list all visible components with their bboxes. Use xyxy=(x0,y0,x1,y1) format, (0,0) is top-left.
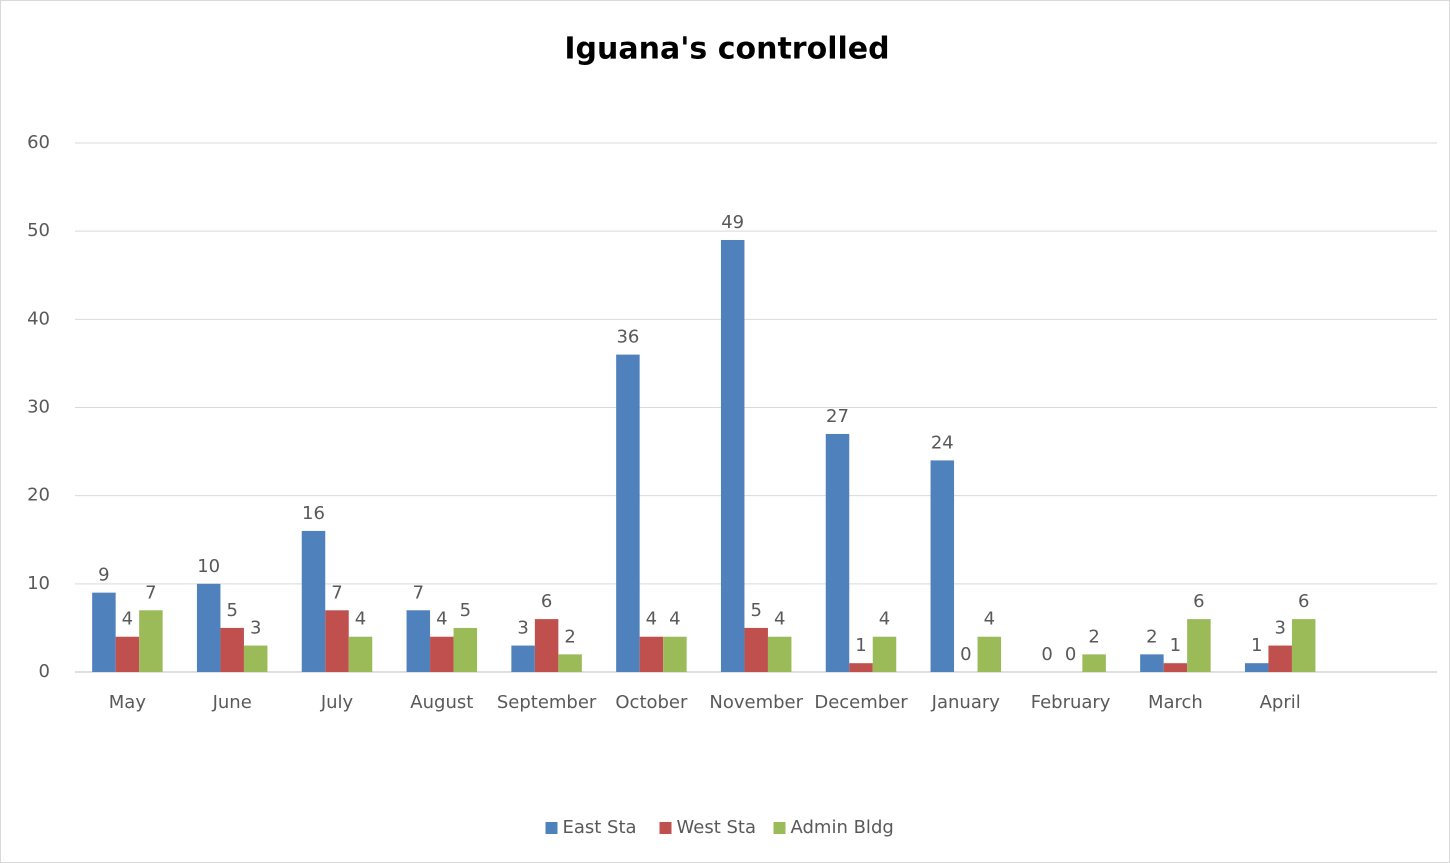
data-label: 4 xyxy=(774,609,785,630)
x-tick-label: November xyxy=(709,692,803,713)
bar xyxy=(243,645,268,672)
data-label: 3 xyxy=(250,618,261,639)
bar xyxy=(558,654,582,672)
bar xyxy=(92,592,116,672)
bar xyxy=(825,433,850,672)
y-tick-label: 20 xyxy=(27,485,50,506)
y-tick-label: 30 xyxy=(27,397,50,418)
y-tick-label: 60 xyxy=(27,132,50,153)
x-tick-label: September xyxy=(497,692,597,713)
data-label: 36 xyxy=(616,327,639,348)
x-tick-label: December xyxy=(814,692,908,713)
data-label: 4 xyxy=(122,609,133,630)
data-label: 7 xyxy=(331,582,342,603)
bar xyxy=(139,610,163,672)
bar xyxy=(511,645,535,672)
y-tick-label: 50 xyxy=(27,220,50,241)
legend-swatch xyxy=(545,822,558,834)
data-label: 3 xyxy=(517,618,528,639)
legend-label: Admin Bldg xyxy=(791,817,894,838)
bar xyxy=(1187,619,1211,672)
x-tick-label: July xyxy=(320,692,354,713)
data-label: 4 xyxy=(879,609,890,630)
bar xyxy=(1244,663,1269,672)
bar xyxy=(744,627,768,672)
data-label: 49 xyxy=(721,212,744,233)
x-tick-label: October xyxy=(615,692,688,713)
data-label: 4 xyxy=(669,609,680,630)
bar xyxy=(196,583,221,672)
data-label: 2 xyxy=(1088,626,1099,647)
x-tick-label: May xyxy=(109,692,147,713)
bar xyxy=(1082,654,1106,672)
y-tick-label: 40 xyxy=(27,308,50,329)
data-label: 4 xyxy=(355,609,366,630)
x-tick-label: June xyxy=(212,692,252,713)
legend-label: East Sta xyxy=(563,817,637,838)
data-label: 5 xyxy=(750,600,761,621)
bar xyxy=(430,636,454,672)
x-tick-label: February xyxy=(1031,692,1111,713)
data-label: 10 xyxy=(197,556,220,577)
bar xyxy=(115,636,140,672)
x-tick-label: January xyxy=(931,692,1001,713)
bar xyxy=(872,636,897,672)
data-label: 16 xyxy=(302,503,325,524)
x-tick-label: March xyxy=(1148,692,1203,713)
data-label: 5 xyxy=(460,600,471,621)
bar xyxy=(930,460,955,672)
data-label: 1 xyxy=(855,635,866,656)
bar xyxy=(1140,654,1164,672)
bar xyxy=(663,636,687,672)
data-label: 27 xyxy=(826,406,849,427)
bar xyxy=(849,663,873,672)
data-label: 2 xyxy=(1146,626,1157,647)
data-label: 4 xyxy=(646,609,657,630)
data-label: 9 xyxy=(98,565,109,586)
bar xyxy=(639,636,664,672)
data-label: 0 xyxy=(1065,644,1076,665)
x-tick-label: August xyxy=(410,692,473,713)
x-tick-label: April xyxy=(1260,692,1301,713)
data-label: 3 xyxy=(1274,618,1285,639)
bar xyxy=(348,636,373,672)
legend-swatch xyxy=(773,822,786,834)
legend-label: West Sta xyxy=(677,817,757,838)
data-label: 6 xyxy=(1193,591,1204,612)
data-label: 2 xyxy=(564,626,575,647)
data-label: 7 xyxy=(413,582,424,603)
data-label: 0 xyxy=(960,644,971,665)
legend-swatch xyxy=(659,822,672,834)
data-label: 0 xyxy=(1041,644,1052,665)
data-label: 4 xyxy=(984,609,995,630)
bar xyxy=(616,354,640,672)
bar xyxy=(1268,645,1292,672)
bar xyxy=(220,627,244,672)
data-label: 1 xyxy=(1251,635,1262,656)
y-tick-label: 10 xyxy=(27,573,50,594)
bar xyxy=(406,610,431,672)
data-label: 7 xyxy=(145,582,156,603)
chart-title: Iguana's controlled xyxy=(564,32,889,67)
data-label: 6 xyxy=(541,591,552,612)
data-label: 6 xyxy=(1298,591,1309,612)
data-label: 1 xyxy=(1170,635,1181,656)
bar xyxy=(977,636,1002,672)
bar xyxy=(534,619,559,672)
bar xyxy=(301,530,326,672)
data-label: 5 xyxy=(226,600,237,621)
y-tick-label: 0 xyxy=(39,661,50,682)
bar xyxy=(453,627,478,672)
bar xyxy=(720,239,745,672)
bar xyxy=(767,636,792,672)
bar xyxy=(1163,663,1188,672)
bar xyxy=(325,610,349,672)
bar xyxy=(1291,619,1316,672)
data-label: 4 xyxy=(436,609,447,630)
data-label: 24 xyxy=(931,432,954,453)
